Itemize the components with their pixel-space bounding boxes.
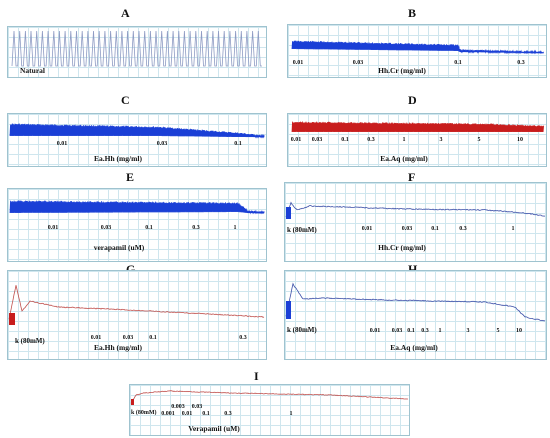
trace-g-k-bar — [9, 313, 15, 325]
panel-label-e: E — [126, 170, 135, 184]
xlabel-g: Ea.Hh (mg/ml) — [94, 343, 142, 352]
tick-d-3: 0.3 — [367, 137, 375, 143]
tick-d-0: 0.01 — [290, 137, 302, 143]
tick-h-0: 0.01 — [369, 328, 381, 334]
panel-label-f: F — [408, 170, 416, 184]
tick-d-5: 3 — [439, 137, 443, 143]
trace-d-line — [291, 121, 544, 133]
trace-e-line — [9, 200, 265, 215]
xlabel-b: Hh.Cr (mg/ml) — [378, 66, 426, 75]
trace-f-k-bar — [286, 207, 291, 219]
tick-h-3: 0.3 — [421, 328, 429, 334]
panel-label-a: A — [121, 6, 130, 20]
tick-b-3: 0.3 — [517, 60, 525, 66]
xlabel-e: verapamil (uM) — [93, 243, 145, 252]
trace-a-line — [11, 30, 262, 67]
trace-i-line — [130, 390, 408, 404]
tick-f-0: 0.01 — [361, 226, 373, 232]
tick-i-row2-4: 1 — [289, 411, 293, 417]
trace-h-svg — [285, 282, 546, 322]
trace-h-k-bar — [286, 301, 291, 319]
panel-label-b: B — [408, 6, 417, 20]
tick-i-row2-1: 0.01 — [181, 411, 193, 417]
xlabel-i: Verapamil (uM) — [188, 424, 240, 433]
tick-c-2: 0.1 — [234, 141, 242, 147]
tick-i-row1-1: 0.03 — [191, 404, 203, 410]
k-label-i: k (80mM) — [131, 410, 157, 416]
trace-i-k-bar — [131, 399, 134, 405]
tick-f-1: 0.03 — [401, 226, 413, 232]
tick-e-4: 1 — [233, 225, 237, 231]
trace-d-svg — [291, 121, 544, 133]
annotation-natural: Natural — [20, 66, 45, 75]
trace-d — [287, 113, 547, 167]
tick-c-0: 0.01 — [56, 141, 68, 147]
trace-c — [7, 113, 267, 167]
tick-e-1: 0.03 — [100, 225, 112, 231]
tick-f-2: 0.1 — [431, 226, 439, 232]
trace-g — [7, 270, 267, 360]
tick-g-3: 0.3 — [239, 335, 247, 341]
tick-i-row1-0: 0.003 — [171, 404, 185, 410]
tick-d-7: 10 — [517, 137, 523, 143]
trace-e — [7, 188, 267, 262]
panel-label-d: D — [408, 93, 417, 107]
xlabel-f: Hh.Cr (mg/ml) — [378, 243, 426, 252]
tick-g-0: 0.01 — [90, 335, 102, 341]
tick-e-2: 0.1 — [145, 225, 153, 231]
tick-i-row2-0: 0.001 — [161, 411, 175, 417]
trace-i — [129, 384, 410, 436]
trace-g-svg — [8, 285, 265, 325]
trace-b-svg — [291, 40, 544, 55]
tick-h-6: 5 — [496, 328, 500, 334]
trace-c-svg — [9, 123, 265, 139]
tick-f-3: 0.3 — [459, 226, 467, 232]
trace-b-line — [291, 40, 544, 55]
panel-label-g: G — [126, 262, 136, 276]
trace-f — [284, 182, 547, 262]
tick-h-1: 0.03 — [391, 328, 403, 334]
panel-label-c: C — [121, 93, 130, 107]
trace-b — [287, 24, 547, 78]
tick-h-7: 10 — [516, 328, 522, 334]
tick-c-1: 0.03 — [156, 141, 168, 147]
tick-d-1: 0.03 — [311, 137, 323, 143]
tick-d-6: 5 — [477, 137, 481, 143]
k-label-h: k (80mM) — [287, 326, 317, 334]
trace-i-svg — [130, 390, 408, 405]
tick-e-0: 0.01 — [47, 225, 59, 231]
tick-d-2: 0.1 — [341, 137, 349, 143]
tick-g-1: 0.03 — [122, 335, 134, 341]
trace-g-line — [8, 285, 265, 320]
tick-i-row2-3: 0.3 — [224, 411, 232, 417]
k-label-f: k (80mM) — [287, 226, 317, 234]
trace-h-line — [285, 282, 546, 322]
tick-e-3: 0.3 — [192, 225, 200, 231]
xlabel-d: Ea.Aq (mg/ml) — [380, 154, 428, 163]
trace-a-svg — [11, 30, 262, 67]
k-label-g: k (80mM) — [15, 337, 45, 345]
tick-h-2: 0.1 — [407, 328, 415, 334]
panel-label-h: H — [408, 262, 418, 276]
trace-h — [284, 270, 547, 360]
trace-f-line — [285, 201, 546, 218]
tick-f-4: 1 — [511, 226, 515, 232]
trace-e-svg — [9, 200, 265, 215]
tick-h-5: 3 — [466, 328, 470, 334]
trace-a — [7, 26, 267, 78]
panel-label-i: I — [254, 369, 259, 383]
tick-b-0: 0.01 — [292, 60, 304, 66]
tick-h-4: 1 — [438, 328, 442, 334]
xlabel-c: Ea.Hh (mg/ml) — [94, 154, 142, 163]
trace-f-svg — [285, 201, 546, 219]
tick-b-1: 0.03 — [352, 60, 364, 66]
tick-d-4: 1 — [402, 137, 406, 143]
xlabel-h: Ea.Aq (mg/ml) — [390, 343, 438, 352]
tick-g-2: 0.1 — [149, 335, 157, 341]
tick-i-row2-2: 0.1 — [202, 411, 210, 417]
trace-c-line — [9, 123, 265, 139]
tick-b-2: 0.1 — [454, 60, 462, 66]
